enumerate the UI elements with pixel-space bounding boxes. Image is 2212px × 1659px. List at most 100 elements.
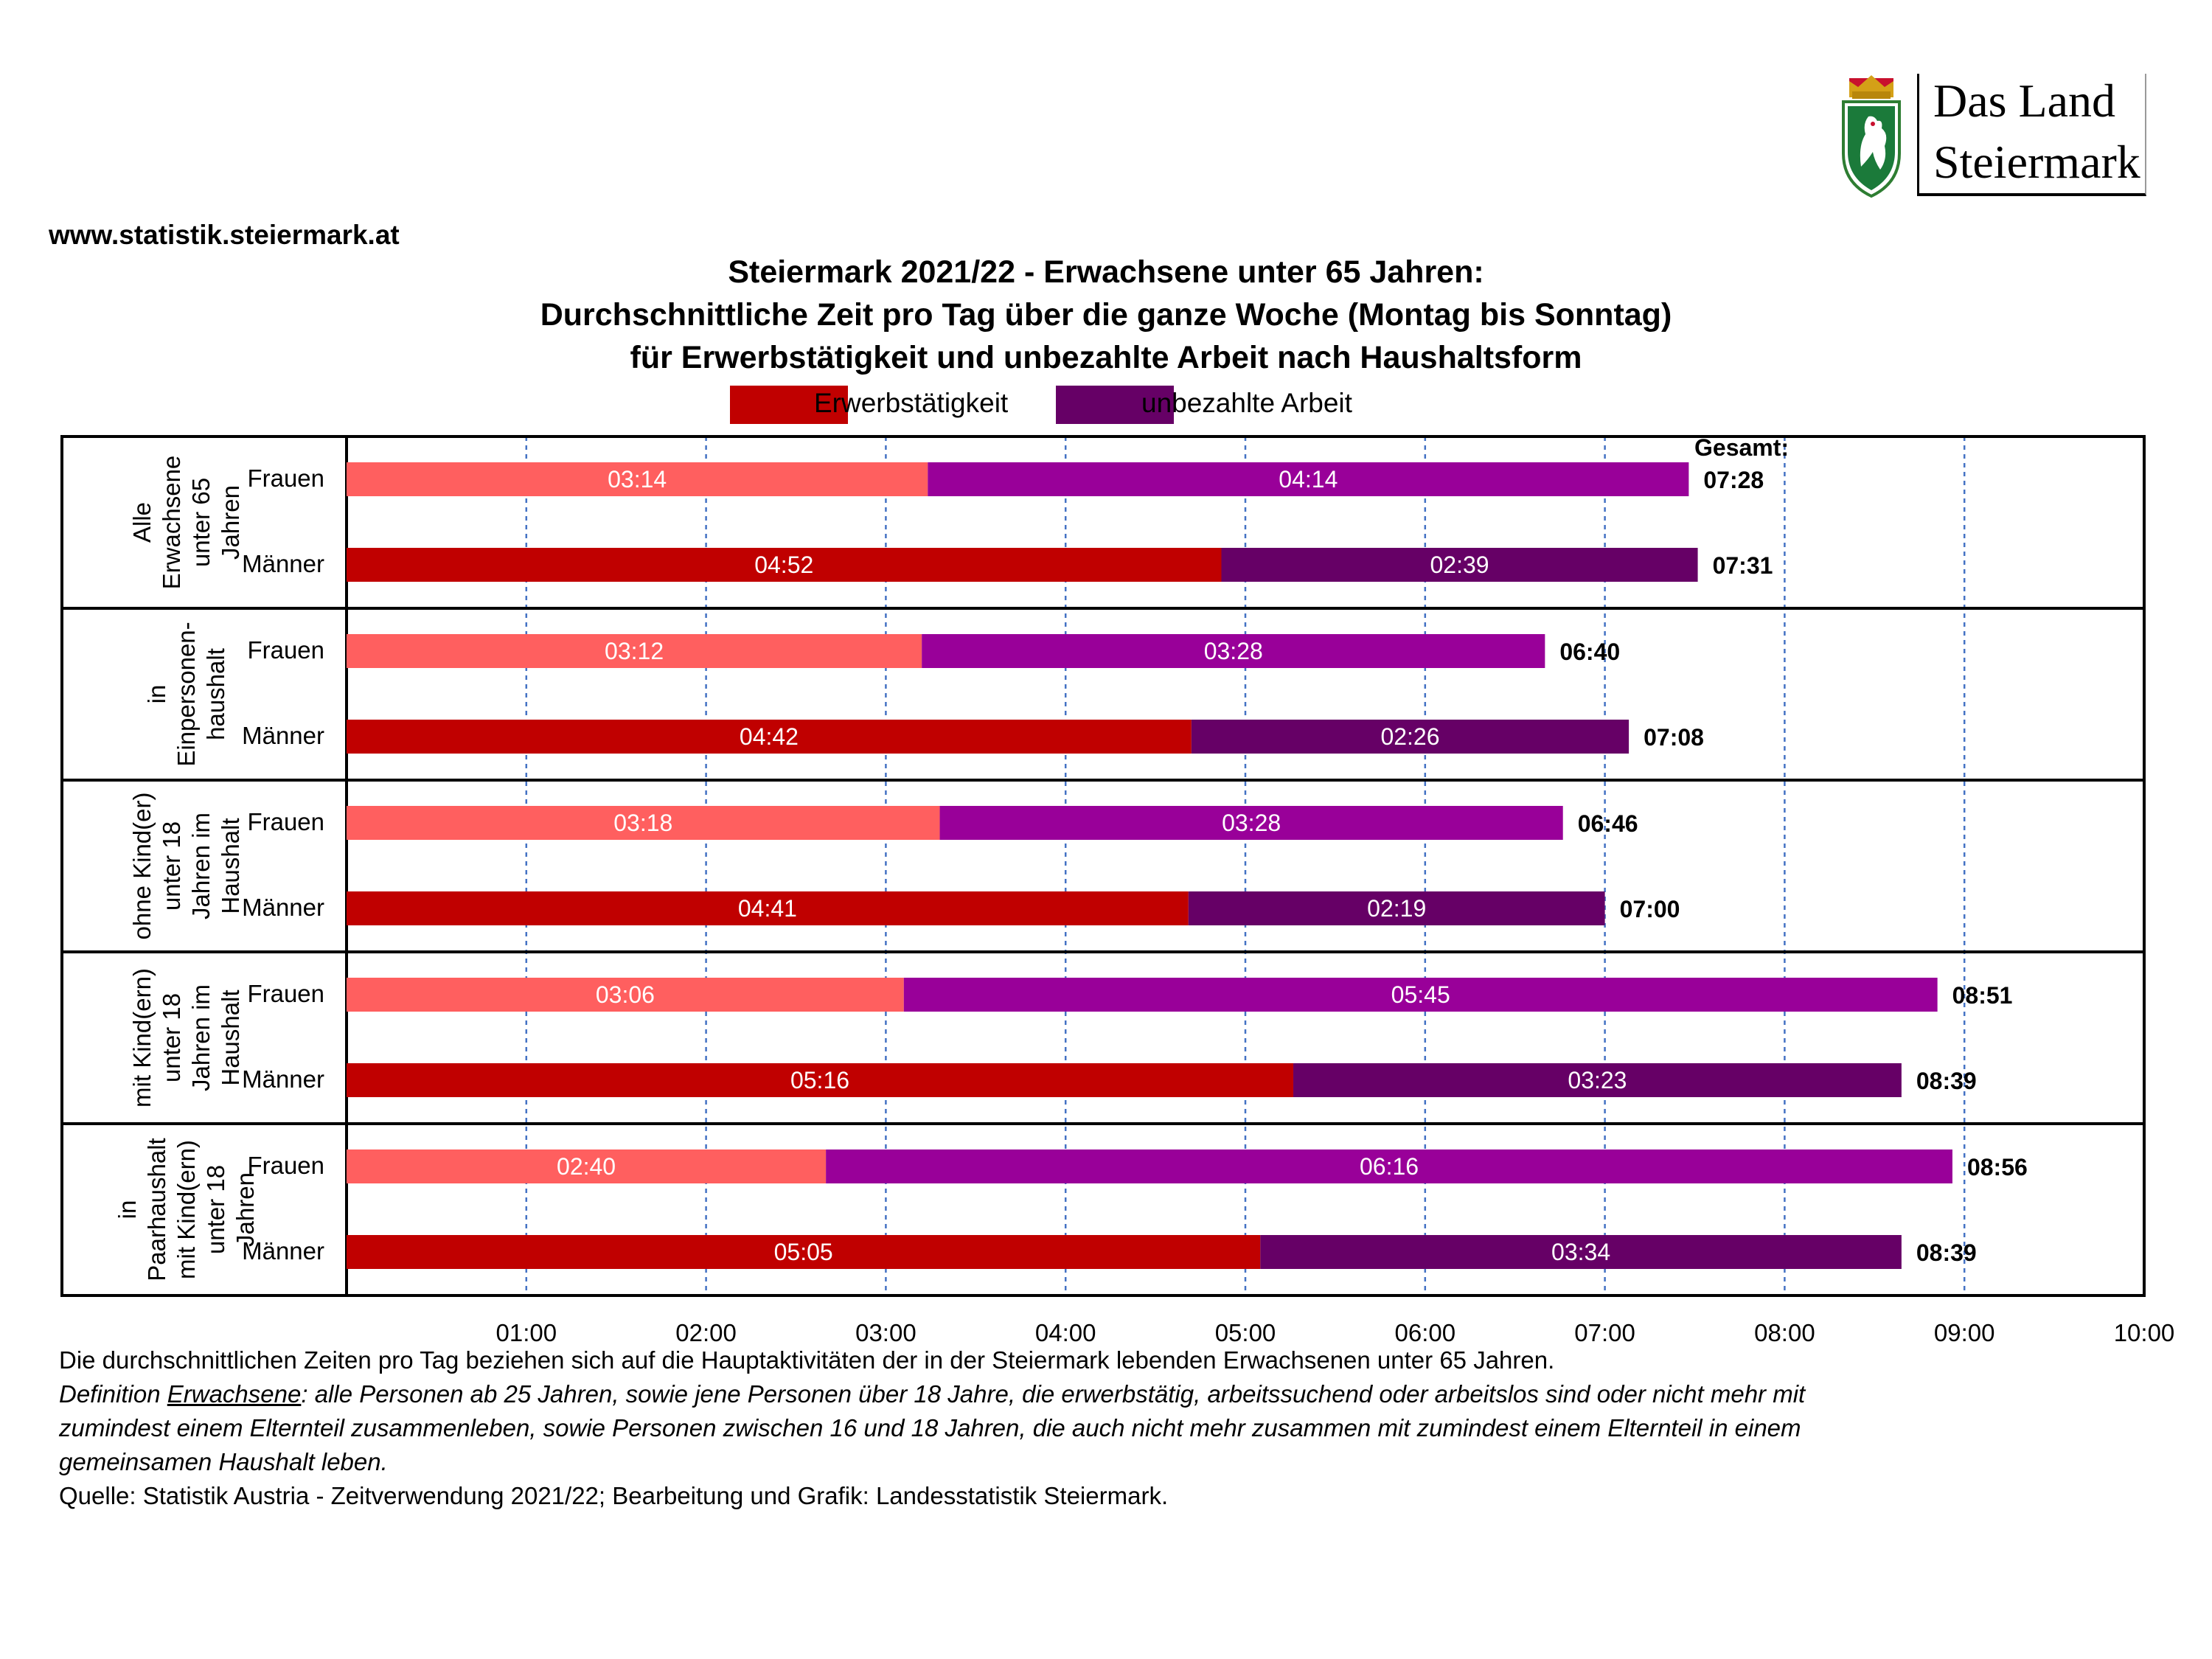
data-label: 03:34 [1551, 1239, 1610, 1265]
x-tick-label-02-00: 02:00 [675, 1319, 737, 1346]
data-label: 03:28 [1222, 810, 1281, 836]
total-label-maenner: 08:39 [1916, 1239, 1977, 1266]
bar-erwerbstaetigkeit-frauen [347, 634, 922, 668]
footnote-definition-rest: : alle Personen ab 25 Jahren, sowie jene… [301, 1380, 1806, 1408]
data-label: 02:19 [1367, 895, 1426, 922]
group-label-line: unter 18 [202, 1165, 229, 1254]
footnote-definition-line-2: zumindest einem Elternteil zusammenleben… [59, 1414, 1801, 1441]
row-label-frauen: Frauen [247, 636, 324, 664]
data-label: 03:18 [613, 810, 672, 836]
group-label-line: Jahren im [187, 984, 215, 1091]
bar-unbezahlte-arbeit-maenner [1221, 548, 1698, 582]
group-label-line: Jahren [217, 485, 244, 560]
data-label: 03:06 [596, 981, 655, 1008]
footnote-definition-term: Erwachsene [167, 1380, 302, 1408]
bar-erwerbstaetigkeit-maenner [347, 891, 1189, 925]
footnote-definition-prefix: Definition [59, 1380, 167, 1408]
group-label-line: Paarhaushalt [143, 1138, 170, 1281]
bar-erwerbstaetigkeit-maenner [347, 1235, 1261, 1269]
bar-erwerbstaetigkeit-frauen [347, 806, 940, 840]
data-label: 04:14 [1279, 466, 1338, 493]
row-label-frauen: Frauen [247, 1152, 324, 1179]
row-label-maenner: Männer [242, 1237, 324, 1265]
data-label: 02:40 [557, 1153, 616, 1180]
footnote-main: Die durchschnittlichen Zeiten pro Tag be… [59, 1346, 1555, 1374]
total-label-frauen: 08:56 [1967, 1154, 2028, 1180]
total-header: Gesamt: [1694, 434, 1789, 461]
chart-title-line-2: Durchschnittliche Zeit pro Tag über die … [540, 297, 1672, 333]
group-label-line: Haushalt [217, 990, 244, 1085]
data-label: 04:42 [740, 723, 799, 750]
bar-erwerbstaetigkeit-frauen [347, 1150, 827, 1183]
bar-unbezahlte-arbeit-maenner [1260, 1235, 1902, 1269]
bar-unbezahlte-arbeit-maenner [1293, 1063, 1902, 1097]
legend-swatch-unbezahlte-arbeit [1056, 386, 1174, 424]
chart-frame [60, 435, 2146, 1297]
data-label: 03:12 [605, 638, 664, 664]
logo-frame [1917, 74, 2146, 196]
row-label-maenner: Männer [242, 894, 324, 921]
data-label: 03:28 [1204, 638, 1263, 664]
row-label-maenner: Männer [242, 722, 324, 749]
total-label-maenner: 07:31 [1713, 552, 1773, 579]
footnote-definition: Definition Erwachsene: alle Personen ab … [59, 1380, 1805, 1408]
stacked-bar-chart: 01:00 02:00 03:00 04:00 05:00 06:00 07:00 08:00… [60, 434, 2175, 1346]
group-label-line: unter 18 [158, 993, 185, 1082]
total-label-maenner: 08:39 [1916, 1068, 1977, 1094]
legend-swatch-erwerbstaetigkeit [730, 386, 848, 424]
bar-unbezahlte-arbeit-frauen [922, 634, 1545, 668]
row-label-frauen: Frauen [247, 980, 324, 1007]
total-label-frauen: 06:46 [1578, 810, 1638, 837]
footnote-source: Quelle: Statistik Austria - Zeitverwendu… [59, 1482, 1169, 1509]
x-tick-label-06-00: 06:00 [1395, 1319, 1456, 1346]
x-tick-label-03-00: 03:00 [855, 1319, 917, 1346]
data-label: 04:41 [738, 895, 797, 922]
group-label-line: unter 65 [187, 478, 215, 567]
total-label-frauen: 08:51 [1952, 982, 2013, 1009]
bar-unbezahlte-arbeit-maenner [1191, 720, 1630, 754]
total-label-frauen: 06:40 [1559, 639, 1620, 665]
data-label: 02:39 [1430, 552, 1489, 578]
bar-unbezahlte-arbeit-frauen [928, 462, 1689, 496]
logo-text-das-land: Das Land [1933, 74, 2116, 127]
bar-erwerbstaetigkeit-frauen [347, 462, 928, 496]
group-label-line: ohne Kind(er) [128, 793, 156, 940]
x-tick-label-05-00: 05:00 [1215, 1319, 1276, 1346]
total-label-maenner: 07:08 [1644, 724, 1704, 751]
chart-title-line-1: Steiermark 2021/22 - Erwachsene unter 65… [728, 254, 1484, 290]
row-label-frauen: Frauen [247, 808, 324, 835]
x-tick-label-10-00: 10:00 [2114, 1319, 2175, 1346]
footnote-definition-line-3: gemeinsamen Haushalt leben. [59, 1448, 388, 1475]
group-label-line: unter 18 [158, 821, 185, 911]
data-label: 03:23 [1568, 1067, 1627, 1093]
group-label-line: Jahren im [187, 813, 215, 919]
row-label-frauen: Frauen [247, 465, 324, 492]
group-label-line: Erwachsene [158, 456, 185, 590]
chart-title-line-3: für Erwerbstätigkeit und unbezahlte Arbe… [630, 340, 1582, 375]
bar-erwerbstaetigkeit-maenner [347, 548, 1222, 582]
row-label-maenner: Männer [242, 550, 324, 577]
group-label-line: Haushalt [217, 818, 244, 914]
x-tick-label-07-00: 07:00 [1574, 1319, 1635, 1346]
total-label-maenner: 07:00 [1620, 896, 1680, 922]
data-label: 06:16 [1360, 1153, 1419, 1180]
data-label: 04:52 [754, 552, 813, 578]
total-label-frauen: 07:28 [1703, 467, 1764, 493]
group-label-line: haushalt [202, 648, 229, 740]
bar-erwerbstaetigkeit-maenner [347, 720, 1192, 754]
group-label-line: Jahren [232, 1172, 259, 1247]
website-url[interactable]: www.statistik.steiermark.at [49, 220, 400, 250]
data-label: 03:14 [608, 466, 667, 493]
group-label-line: mit Kind(ern) [128, 968, 156, 1107]
x-tick-label-01-00: 01:00 [496, 1319, 557, 1346]
x-tick-label-04-00: 04:00 [1035, 1319, 1096, 1346]
data-label: 05:05 [774, 1239, 833, 1265]
logo-text-steiermark: Steiermark [1933, 136, 2140, 188]
bar-unbezahlte-arbeit-frauen [826, 1150, 1952, 1183]
x-tick-label-09-00: 09:00 [1934, 1319, 1995, 1346]
group-label-line: Einpersonen- [173, 622, 200, 766]
group-label-line: mit Kind(ern) [173, 1140, 200, 1279]
bar-erwerbstaetigkeit-frauen [347, 978, 904, 1012]
data-label: 05:16 [790, 1067, 849, 1093]
row-label-maenner: Männer [242, 1065, 324, 1093]
